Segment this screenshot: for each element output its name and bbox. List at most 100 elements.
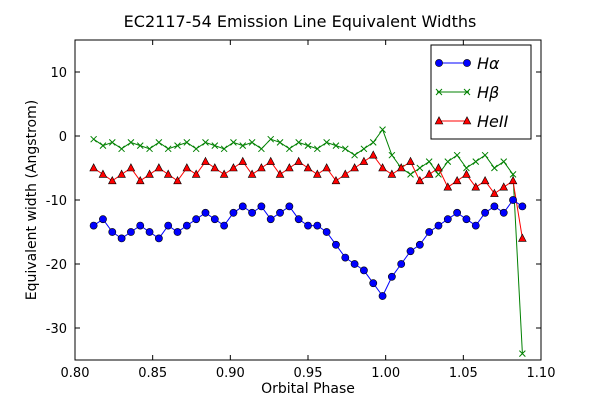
chart-title: EC2117-54 Emission Line Equivalent Width…: [124, 12, 477, 31]
data-point: [407, 171, 414, 178]
data-point: [434, 221, 443, 230]
data-point: [443, 182, 453, 191]
data-point: [313, 169, 322, 178]
data-point: [136, 221, 145, 230]
data-point: [276, 208, 284, 217]
data-point: [509, 171, 517, 178]
data-point: [397, 260, 406, 268]
data-point: [322, 228, 331, 236]
data-point: [286, 145, 293, 153]
legend-marker: [463, 88, 471, 96]
data-point: [192, 215, 201, 224]
data-point: [90, 135, 97, 143]
data-point: [108, 228, 117, 236]
data-point: [146, 145, 153, 153]
data-point: [425, 228, 434, 236]
data-point: [518, 233, 527, 242]
data-point: [369, 139, 377, 146]
axes-frame: [74, 39, 542, 361]
data-point: [350, 260, 359, 268]
y-tick-label: -10: [46, 194, 67, 209]
data-point: [238, 202, 247, 211]
legend-label: Hβ: [477, 83, 499, 102]
data-point: [154, 234, 163, 243]
data-point: [480, 175, 490, 185]
legend-label: Hα: [477, 54, 500, 73]
data-point: [145, 228, 154, 236]
data-point: [332, 240, 340, 249]
data-point: [108, 139, 116, 146]
data-point: [210, 163, 220, 172]
data-point: [182, 163, 192, 172]
data-point: [471, 182, 481, 191]
data-point: [145, 169, 154, 178]
data-point: [508, 175, 518, 185]
data-point: [182, 221, 191, 230]
data-point: [211, 142, 219, 149]
legend-marker: [463, 59, 471, 67]
data-point: [154, 163, 164, 172]
data-point: [378, 163, 387, 172]
x-tick-label: 1.05: [449, 366, 478, 381]
data-point: [490, 202, 499, 211]
data-point: [368, 150, 378, 159]
data-point: [462, 215, 471, 224]
data-point: [89, 163, 98, 172]
data-point: [499, 182, 509, 191]
data-point: [99, 215, 107, 224]
data-point: [519, 350, 526, 357]
data-point: [117, 234, 126, 243]
data-point: [387, 169, 397, 178]
data-point: [173, 228, 182, 236]
data-point: [471, 221, 480, 230]
data-point: [275, 169, 285, 178]
data-point: [313, 221, 322, 230]
x-axis-label: Orbital Phase: [261, 381, 355, 397]
y-axis-ticks: -30 -20 -10 0 10: [46, 66, 541, 337]
y-tick-label: -30: [46, 322, 67, 337]
data-point: [285, 202, 294, 211]
data-point: [126, 163, 136, 172]
data-point: [379, 126, 386, 133]
data-point: [322, 163, 331, 172]
data-point: [118, 145, 125, 153]
data-point: [135, 175, 145, 185]
data-point: [202, 139, 209, 146]
data-point: [415, 240, 424, 249]
data-point: [163, 169, 173, 178]
data-point: [313, 145, 321, 153]
data-point: [462, 169, 471, 178]
data-point: [332, 142, 340, 149]
data-point: [127, 228, 135, 236]
data-point: [444, 158, 452, 165]
data-point: [201, 156, 210, 165]
data-point: [127, 139, 135, 146]
data-point: [499, 208, 508, 217]
data-point: [164, 221, 173, 230]
data-point: [331, 175, 341, 185]
legend-marker: [462, 116, 472, 125]
data-point: [183, 139, 191, 146]
data-point: [173, 175, 182, 185]
data-point: [341, 253, 350, 262]
x-tick-label: 1.10: [527, 366, 556, 381]
legend-marker: [434, 116, 444, 125]
data-point: [267, 135, 275, 143]
data-point: [453, 208, 462, 217]
data-point: [220, 145, 228, 153]
data-point: [220, 221, 229, 230]
data-point: [191, 169, 201, 178]
data-point: [387, 272, 396, 281]
x-tick-label: 0.90: [216, 366, 245, 381]
data-point: [107, 175, 117, 185]
data-point: [378, 292, 387, 300]
data-point: [303, 163, 313, 172]
data-point: [463, 164, 470, 172]
data-point: [230, 139, 237, 146]
plot-area: [89, 126, 527, 357]
data-point: [248, 139, 256, 146]
data-point: [472, 158, 480, 165]
data-point: [258, 145, 265, 153]
data-point: [443, 215, 452, 224]
data-point: [295, 139, 303, 146]
